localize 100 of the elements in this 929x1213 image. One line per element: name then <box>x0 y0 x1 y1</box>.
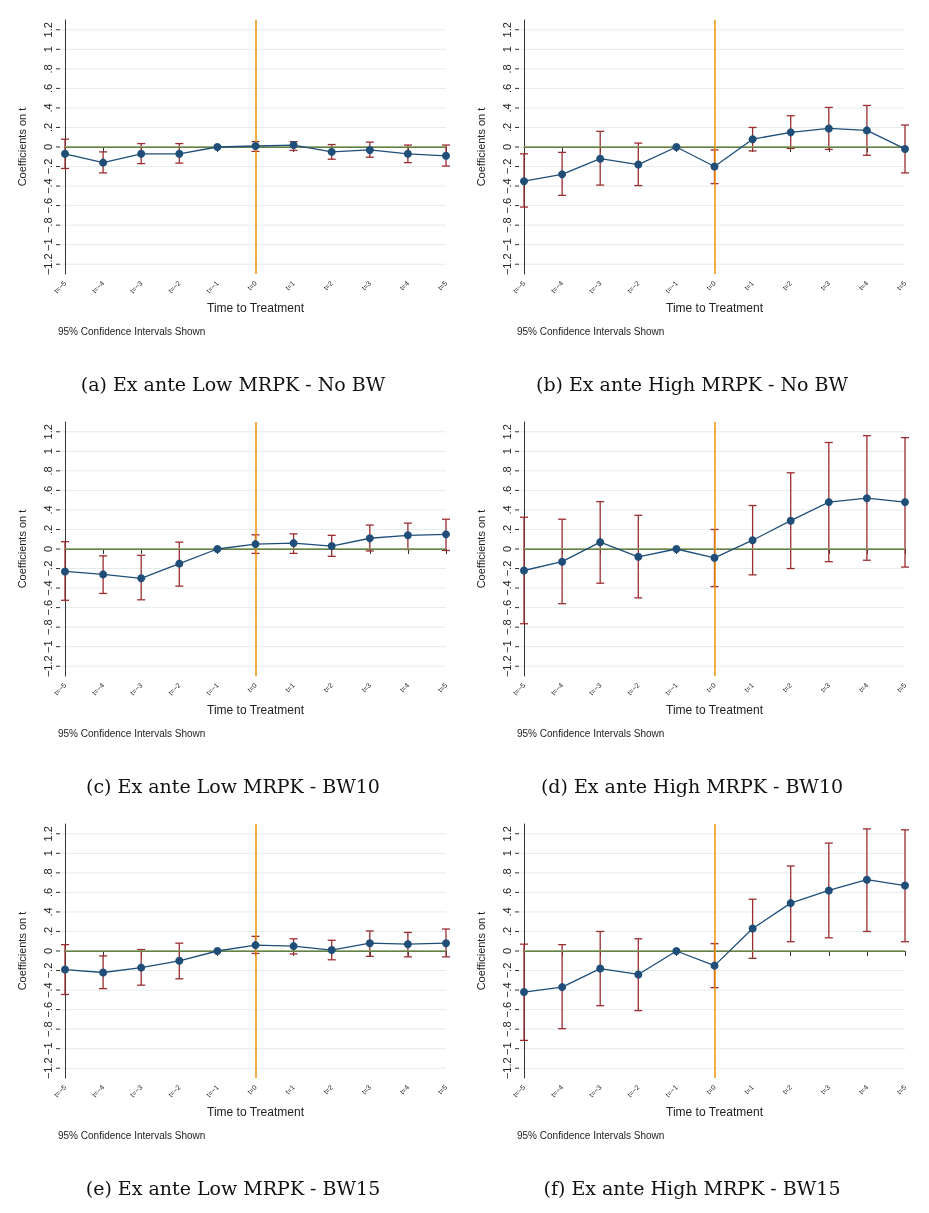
y-tick-label: 1.2 <box>42 22 54 38</box>
y-tick-label: 1 <box>42 850 54 857</box>
y-tick-label: 0 <box>501 947 513 955</box>
y-tick-label: 1 <box>42 448 54 455</box>
y-tick-label: −.4 <box>501 178 513 194</box>
y-tick-label: −1.2 <box>42 655 54 678</box>
y-tick-label: −1 <box>42 640 54 653</box>
y-tick-label: −.8 <box>501 619 513 635</box>
y-tick-label: .8 <box>501 466 513 476</box>
y-tick-label: 0 <box>501 143 513 151</box>
y-axis-title: Coefficients on t <box>474 509 487 589</box>
y-tick-label: −.6 <box>42 1001 54 1018</box>
y-tick-label: −.4 <box>42 580 54 596</box>
y-tick-label: 1.2 <box>501 826 513 842</box>
y-tick-label: .8 <box>42 64 54 74</box>
y-tick-label: .6 <box>42 485 54 495</box>
y-axis-title: Coefficients on t <box>474 911 487 991</box>
text: (d) Ex ante High MRPK - BW10 <box>540 774 844 797</box>
y-tick-label: −.2 <box>501 158 513 175</box>
y-tick-label: .6 <box>42 83 54 93</box>
y-tick-label: −1 <box>501 1042 513 1055</box>
y-tick-label: 1 <box>501 448 513 455</box>
y-tick-label: .8 <box>42 868 54 878</box>
text: 95% Confidence Intervals Shown <box>58 1129 206 1141</box>
y-tick-label: −.2 <box>501 560 513 577</box>
text: (f) Ex ante High MRPK - BW15 <box>543 1176 841 1199</box>
y-tick-label: 1.2 <box>501 424 513 440</box>
text: (b) Ex ante High MRPK - No BW <box>535 372 849 395</box>
y-tick-label: −.8 <box>42 619 54 635</box>
text: 95% Confidence Intervals Shown <box>517 1129 665 1141</box>
x-axis-title: Time to Treatment <box>666 1105 764 1119</box>
y-tick-label: −.4 <box>42 178 54 194</box>
text: (a) Ex ante Low MRPK - No BW <box>80 372 386 395</box>
y-tick-label: 1.2 <box>501 22 513 38</box>
y-tick-label: .4 <box>501 505 513 515</box>
text: 95% Confidence Intervals Shown <box>517 727 665 739</box>
y-tick-label: −1.2 <box>42 253 54 276</box>
y-tick-label: .2 <box>501 926 513 937</box>
text: 95% Confidence Intervals Shown <box>58 727 206 739</box>
y-tick-label: 1.2 <box>42 826 54 842</box>
y-tick-label: 1 <box>501 46 513 53</box>
x-axis-title: Time to Treatment <box>666 703 764 717</box>
y-tick-label: −1.2 <box>42 1057 54 1080</box>
y-axis-title: Coefficients on t <box>474 107 487 187</box>
y-tick-label: −.2 <box>42 560 54 577</box>
y-tick-label: −.6 <box>42 599 54 616</box>
y-tick-label: .6 <box>42 887 54 897</box>
y-tick-label: −.4 <box>501 580 513 596</box>
y-tick-label: −.6 <box>42 197 54 214</box>
y-tick-label: −1 <box>42 1042 54 1055</box>
y-tick-label: .6 <box>501 83 513 93</box>
y-tick-label: .2 <box>42 926 54 937</box>
y-tick-label: −.8 <box>42 217 54 233</box>
y-tick-label: −.2 <box>42 962 54 979</box>
y-tick-label: −1.2 <box>501 253 513 276</box>
y-tick-label: −.8 <box>42 1021 54 1037</box>
y-axis-title: Coefficients on t <box>15 107 28 187</box>
y-tick-label: 0 <box>42 545 54 553</box>
y-tick-label: .8 <box>42 466 54 476</box>
y-tick-label: −.8 <box>501 1021 513 1037</box>
y-tick-label: .4 <box>42 505 54 515</box>
x-axis-title: Time to Treatment <box>666 301 764 315</box>
y-tick-label: −.2 <box>501 962 513 979</box>
text: (e) Ex ante Low MRPK - BW15 <box>85 1176 381 1199</box>
y-tick-label: −1 <box>42 238 54 251</box>
y-tick-label: 0 <box>42 143 54 151</box>
y-tick-label: 1 <box>501 850 513 857</box>
text: (c) Ex ante Low MRPK - BW10 <box>86 774 380 797</box>
y-tick-label: 1 <box>42 46 54 53</box>
y-tick-label: .4 <box>501 907 513 917</box>
y-tick-label: −1 <box>501 238 513 251</box>
y-tick-label: −.2 <box>42 158 54 175</box>
y-tick-label: −1.2 <box>501 655 513 678</box>
text: 95% Confidence Intervals Shown <box>58 325 206 337</box>
y-tick-label: .8 <box>501 868 513 878</box>
y-tick-label: −.6 <box>501 197 513 214</box>
y-tick-label: .6 <box>501 485 513 495</box>
y-tick-label: .4 <box>42 907 54 917</box>
x-axis-title: Time to Treatment <box>207 301 305 315</box>
x-axis-title: Time to Treatment <box>207 703 305 717</box>
y-tick-label: .2 <box>42 524 54 535</box>
y-tick-label: −.8 <box>501 217 513 233</box>
y-tick-label: −.6 <box>501 1001 513 1018</box>
y-tick-label: −.4 <box>42 982 54 998</box>
y-tick-label: .8 <box>501 64 513 74</box>
y-axis-title: Coefficients on t <box>15 911 28 991</box>
y-tick-label: −1 <box>501 640 513 653</box>
y-tick-label: 1.2 <box>42 424 54 440</box>
y-tick-label: −.4 <box>501 982 513 998</box>
y-tick-label: .2 <box>501 122 513 133</box>
text: 95% Confidence Intervals Shown <box>517 325 665 337</box>
y-tick-label: −.6 <box>501 599 513 616</box>
y-tick-label: .6 <box>501 887 513 897</box>
y-tick-label: .4 <box>42 103 54 113</box>
x-axis-title: Time to Treatment <box>207 1105 305 1119</box>
y-axis-title: Coefficients on t <box>15 509 28 589</box>
y-tick-label: .2 <box>42 122 54 133</box>
y-tick-label: 0 <box>501 545 513 553</box>
y-tick-label: .2 <box>501 524 513 535</box>
y-tick-label: −1.2 <box>501 1057 513 1080</box>
